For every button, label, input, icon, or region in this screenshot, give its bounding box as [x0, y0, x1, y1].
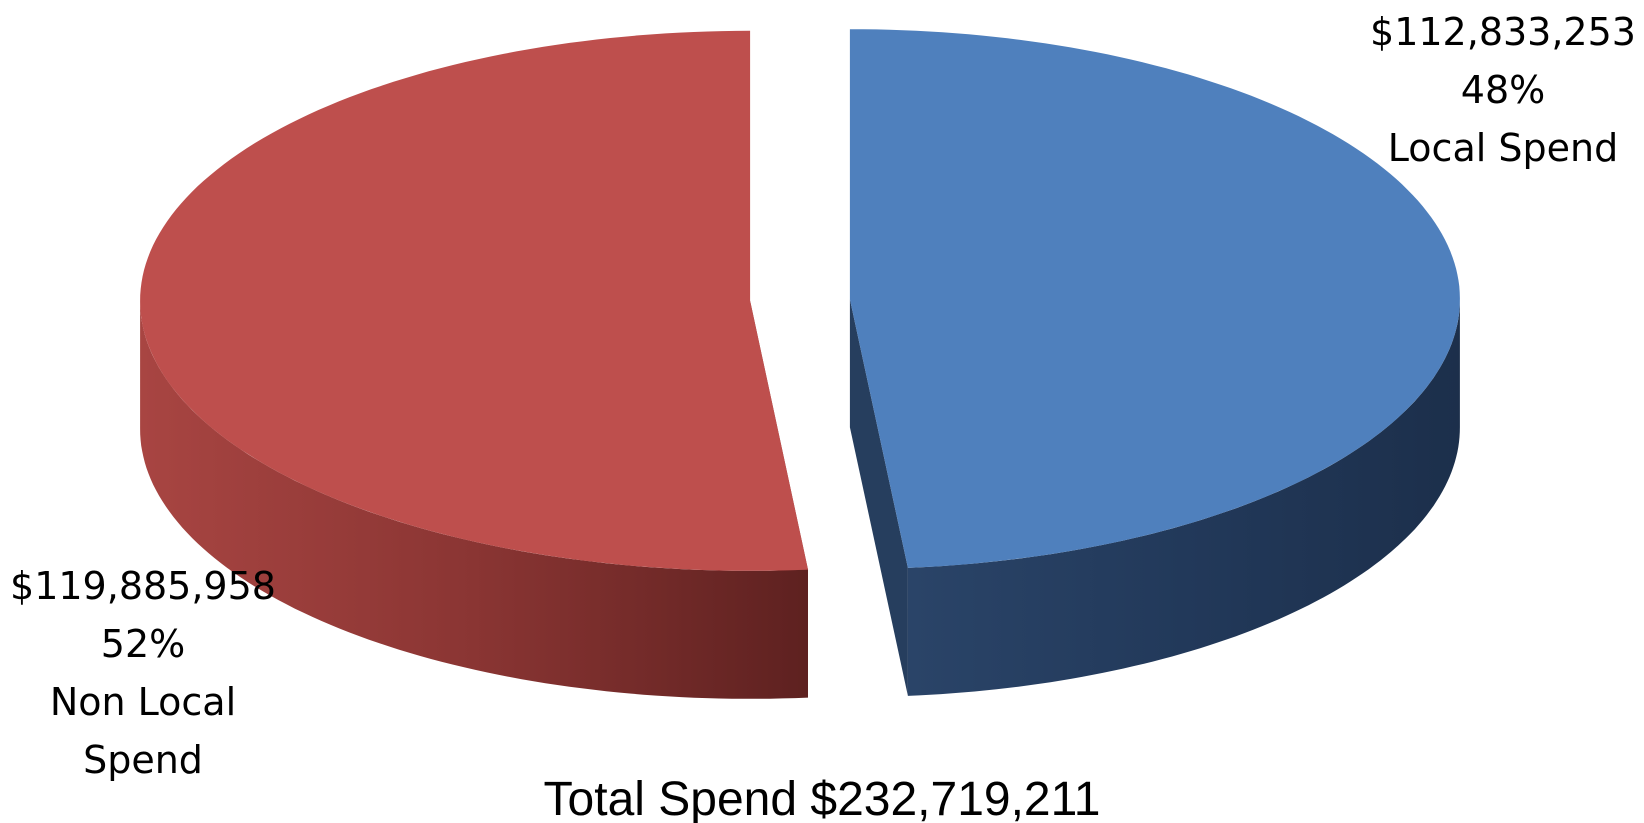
total-spend-label: Total Spend $232,719,211: [544, 773, 1101, 823]
local-name-label: Local Spend: [1388, 126, 1618, 170]
local-percent-label: 48%: [1461, 68, 1545, 112]
local-rim-wall: [907, 299, 1460, 696]
local-spend-slice: [849, 29, 1460, 696]
non-local-value-label: $119,885,958: [10, 564, 276, 608]
local-cut-wall: [849, 299, 908, 696]
local-top-face: [849, 29, 1460, 568]
non-local-percent-label: 52%: [101, 622, 185, 666]
non-local-name-label-line2: Spend: [83, 738, 203, 782]
local-value-label: $112,833,253: [1370, 10, 1636, 54]
non-local-spend-slice: [140, 30, 809, 699]
non-local-top-face: [140, 30, 809, 571]
non-local-rim-wall: [140, 300, 809, 699]
non-local-name-label-line1: Non Local: [50, 680, 236, 724]
